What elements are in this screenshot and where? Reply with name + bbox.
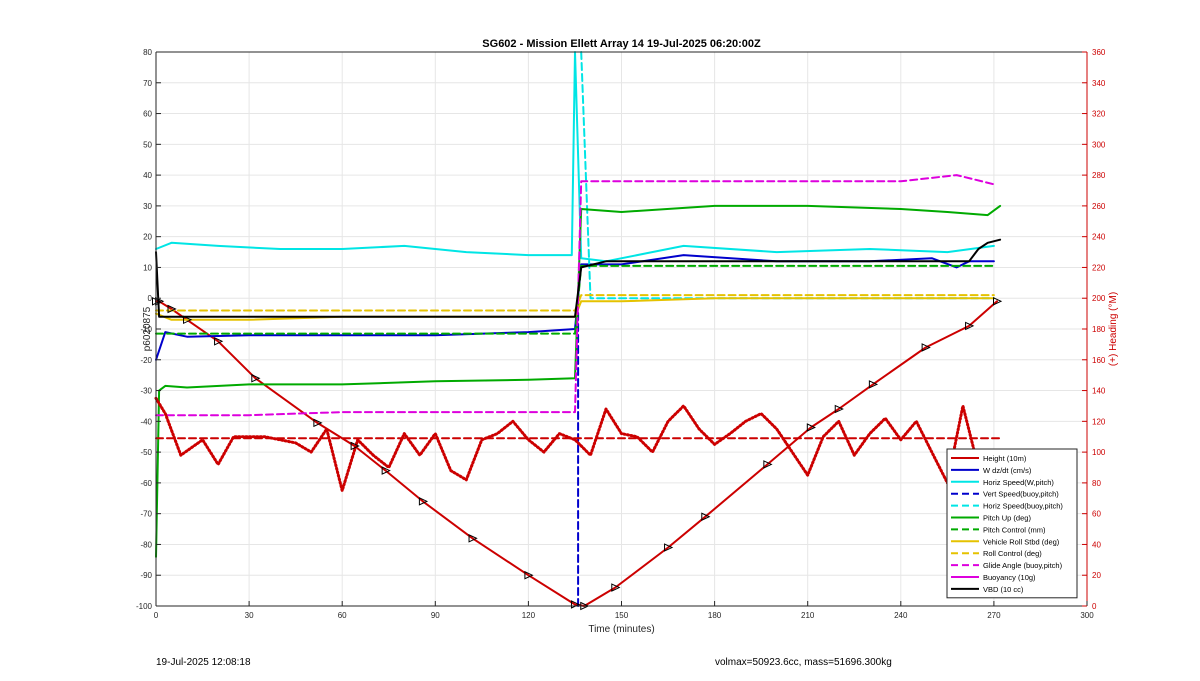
legend-entry: Pitch Control (mm) — [983, 525, 1046, 534]
y-right-tick-label: 240 — [1092, 233, 1106, 242]
y-right-tick-label: 60 — [1092, 510, 1101, 519]
y-axis-label-left: p6020875 — [142, 306, 153, 351]
height-marker — [313, 418, 323, 428]
x-tick-label: 150 — [615, 611, 629, 620]
y-left-tick-label: -100 — [136, 602, 153, 611]
y-right-tick-label: 280 — [1092, 171, 1106, 180]
y-right-tick-label: 220 — [1092, 263, 1106, 272]
series-line-4 — [580, 51, 995, 300]
y-right-tick-label: 100 — [1092, 448, 1106, 457]
y-right-tick-label: 300 — [1092, 140, 1106, 149]
x-axis-label: Time (minutes) — [588, 624, 654, 635]
y-right-tick-label: 120 — [1092, 417, 1106, 426]
y-left-tick-label: 70 — [143, 79, 152, 88]
y-right-tick-label: 160 — [1092, 356, 1106, 365]
height-marker — [418, 497, 429, 506]
legend-entry: Horiz Speed(W,pitch) — [983, 478, 1054, 487]
y-right-tick-label: 340 — [1092, 79, 1106, 88]
series-line-0 — [155, 300, 998, 607]
legend-entry: Vehicle Roll Stbd (deg) — [983, 537, 1060, 546]
height-marker — [834, 404, 844, 414]
height-marker — [167, 304, 177, 314]
legend-entry: VBD (10 cc) — [983, 585, 1024, 594]
legend-entry: Glide Angle (buoy,pitch) — [983, 561, 1063, 570]
x-tick-label: 240 — [894, 611, 908, 620]
legend-entry: Roll Control (deg) — [983, 549, 1042, 558]
y-right-tick-label: 40 — [1092, 540, 1101, 549]
y-right-tick-label: 200 — [1092, 294, 1106, 303]
height-marker — [524, 570, 534, 580]
height-marker — [965, 321, 975, 331]
x-tick-label: 0 — [154, 611, 159, 620]
y-left-tick-label: -70 — [140, 510, 152, 519]
y-right-tick-label: 360 — [1092, 48, 1106, 57]
footer-mass-info: volmax=50923.6cc, mass=51696.300kg — [715, 657, 892, 668]
y-left-tick-label: 60 — [143, 110, 152, 119]
footer-timestamp: 19-Jul-2025 12:08:18 — [156, 657, 251, 668]
x-tick-label: 30 — [245, 611, 254, 620]
height-marker — [993, 297, 1003, 306]
x-tick-label: 300 — [1080, 611, 1094, 620]
y-right-tick-label: 180 — [1092, 325, 1106, 334]
x-tick-label: 270 — [987, 611, 1001, 620]
height-marker — [611, 583, 621, 592]
y-right-tick-label: 320 — [1092, 110, 1106, 119]
height-marker — [806, 423, 816, 432]
height-marker — [921, 343, 931, 352]
legend-entry: Buoyancy (10g) — [983, 573, 1036, 582]
series-line-2 — [155, 51, 995, 263]
legend-entry: Horiz Speed(buoy,pitch) — [983, 502, 1063, 511]
x-tick-label: 60 — [338, 611, 347, 620]
y-left-tick-label: -50 — [140, 448, 152, 457]
y-left-tick-label: 50 — [143, 140, 152, 149]
series-line-8 — [155, 294, 995, 312]
height-marker — [183, 315, 193, 325]
y-right-tick-label: 260 — [1092, 202, 1106, 211]
y-right-tick-label: 140 — [1092, 387, 1106, 396]
y-left-tick-label: -10 — [140, 325, 152, 334]
y-left-tick-label: 30 — [143, 202, 152, 211]
legend-entry: W dz/dt (cm/s) — [983, 466, 1032, 475]
x-tick-label: 180 — [708, 611, 722, 620]
x-tick-label: 210 — [801, 611, 815, 620]
height-marker — [868, 380, 879, 389]
legend-box — [946, 448, 1078, 599]
y-right-tick-label: 80 — [1092, 479, 1101, 488]
y-left-tick-label: 80 — [143, 48, 152, 57]
height-marker — [214, 337, 224, 346]
y-left-tick-label: 10 — [143, 263, 152, 272]
y-axis-label-right: (+) Heading (°M) — [1108, 292, 1119, 366]
y-left-tick-label: -80 — [140, 540, 152, 549]
height-marker — [701, 512, 711, 522]
y-left-tick-label: -90 — [140, 571, 152, 580]
height-marker — [763, 460, 773, 469]
legend-entry: Vert Speed(buoy,pitch) — [983, 490, 1059, 499]
y-left-tick-label: -40 — [140, 417, 152, 426]
height-marker — [350, 441, 360, 451]
y-left-tick-label: 0 — [148, 294, 153, 303]
height-marker — [664, 543, 674, 552]
series-line-9 — [155, 174, 995, 417]
y-right-tick-label: 0 — [1092, 602, 1097, 611]
series-line-11 — [155, 238, 1002, 318]
x-tick-label: 90 — [431, 611, 440, 620]
y-right-tick-label: 20 — [1092, 571, 1101, 580]
x-tick-label: 120 — [522, 611, 536, 620]
chart-title: SG602 - Mission Ellett Array 14 19-Jul-2… — [482, 38, 761, 50]
y-left-tick-label: -60 — [140, 479, 152, 488]
height-marker — [251, 373, 261, 383]
legend-entry: Pitch Up (deg) — [983, 514, 1031, 523]
series-line-12 — [154, 396, 996, 493]
height-marker — [468, 534, 478, 543]
height-marker — [381, 466, 391, 475]
y-left-tick-label: 40 — [143, 171, 152, 180]
y-left-tick-label: 20 — [143, 233, 152, 242]
y-left-tick-label: -20 — [140, 356, 152, 365]
legend-entry: Height (10m) — [983, 454, 1027, 463]
y-left-tick-label: -30 — [140, 387, 152, 396]
